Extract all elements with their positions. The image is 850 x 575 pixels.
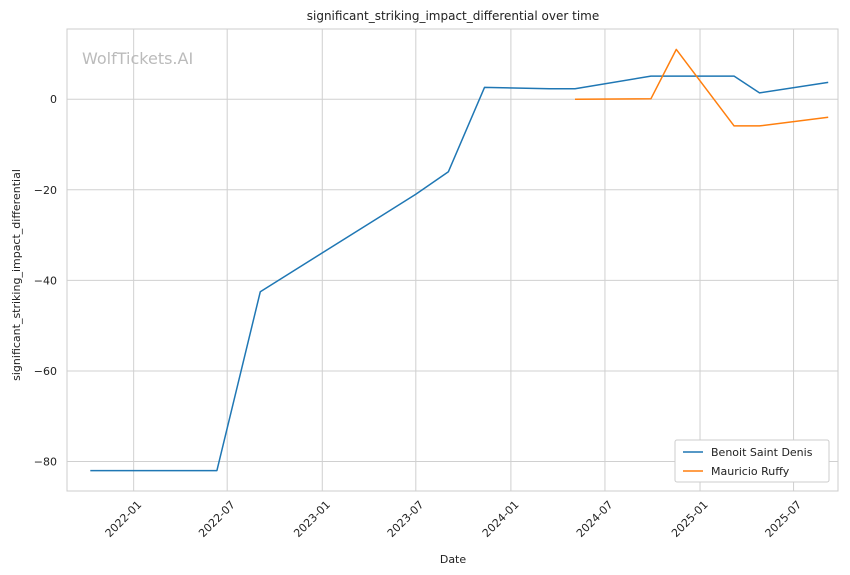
watermark: WolfTickets.AI [82,49,193,68]
x-tick-label: 2024-07 [574,498,616,540]
x-tick-label: 2025-07 [763,498,805,540]
legend-entry: Mauricio Ruffy [711,465,790,478]
grid-lines [67,29,838,491]
y-tick-label: −20 [34,184,57,197]
y-tick-label: −60 [34,365,57,378]
legend-box [674,439,830,483]
series-line-2 [574,48,829,127]
y-tick-label: −40 [34,274,57,287]
y-tick-label: 0 [50,93,57,106]
x-tick-label: 2024-01 [480,498,522,540]
x-tick-label: 2025-01 [669,498,711,540]
y-tick-label: −80 [34,456,57,469]
legend: Benoit Saint Denis Mauricio Ruffy [674,439,830,483]
y-axis-label: significant_striking_impact_differential [10,169,23,381]
plot-area [66,28,839,492]
x-tick-label: 2022-07 [196,498,238,540]
x-tick-label: 2023-01 [291,498,333,540]
y-tick-labels: −80 −60 −40 −20 0 [34,93,57,468]
chart-title: significant_striking_impact_differential… [307,9,599,23]
legend-entry: Benoit Saint Denis [711,446,813,459]
series-line-1 [90,75,829,472]
x-tick-label: 2022-01 [103,498,145,540]
x-axis-label: Date [440,553,467,566]
series-layer [90,48,829,472]
x-tick-labels: 2022-01 2022-07 2023-01 2023-07 2024-01 2024-… [103,498,805,540]
x-tick-label: 2023-07 [385,498,427,540]
